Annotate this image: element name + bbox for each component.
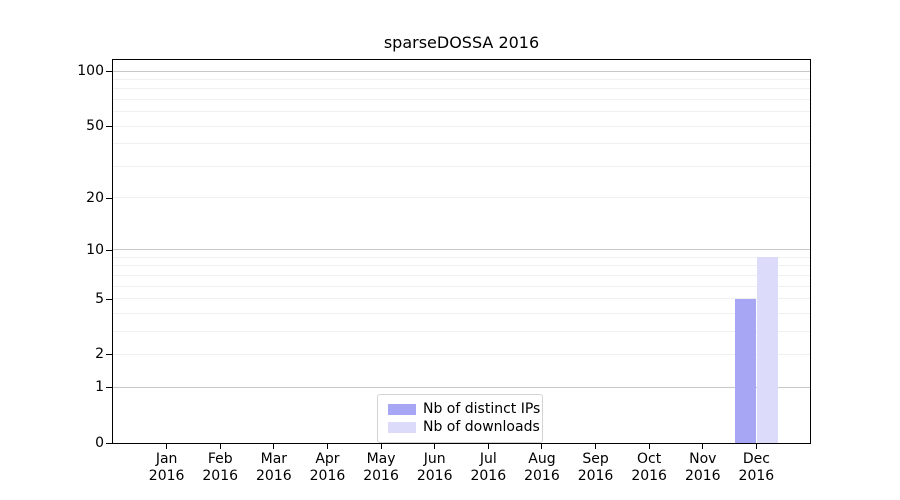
x-tick-mark	[702, 444, 704, 449]
x-tick-label: Jan 2016	[148, 451, 185, 484]
y-tick-label: 0	[95, 435, 104, 451]
legend-label-downloads: Nb of downloads	[423, 419, 540, 435]
x-tick-mark	[434, 444, 436, 449]
plot-inner	[113, 60, 810, 443]
gridline-minor	[113, 197, 810, 199]
x-tick-mark	[219, 444, 221, 449]
x-tick-mark	[273, 444, 275, 449]
chart-title: sparseDOSSA 2016	[383, 33, 540, 52]
plot-area	[112, 59, 811, 444]
y-tick-mark	[106, 298, 112, 300]
x-tick-label: Sep 2016	[577, 451, 614, 484]
gridline-minor	[113, 88, 810, 90]
x-tick-mark	[648, 444, 650, 449]
y-tick-label: 20	[86, 189, 104, 206]
bar-dec-s0	[734, 298, 756, 443]
x-tick-label: Mar 2016	[256, 451, 292, 484]
y-tick-label: 2	[95, 346, 104, 363]
x-tick-label: Nov 2016	[684, 451, 721, 484]
legend-swatch-distinct-ips	[388, 404, 416, 415]
x-tick-mark	[380, 444, 382, 449]
y-tick-mark	[106, 197, 112, 199]
y-tick-mark	[106, 354, 112, 356]
y-tick-mark	[106, 71, 112, 73]
y-tick-mark	[106, 443, 112, 444]
gridline-minor	[113, 312, 810, 314]
gridline-minor	[113, 265, 810, 267]
gridline-major	[113, 386, 810, 388]
x-tick-label: May 2016	[363, 451, 399, 484]
legend: Nb of distinct IPs Nb of downloads	[377, 394, 543, 443]
legend-swatch-downloads	[388, 422, 416, 433]
x-tick-mark	[166, 444, 168, 449]
x-tick-label: Jul 2016	[470, 451, 507, 484]
gridline-minor	[113, 165, 810, 167]
gridline-minor	[113, 111, 810, 113]
bar-dec-s1	[756, 257, 778, 443]
x-tick-label: Apr 2016	[309, 451, 346, 484]
x-tick-label: Feb 2016	[202, 451, 239, 484]
x-tick-mark	[595, 444, 597, 449]
gridline-minor	[113, 79, 810, 81]
x-tick-label: Jun 2016	[416, 451, 453, 484]
gridline-minor	[113, 274, 810, 276]
y-tick-label: 5	[95, 290, 104, 307]
legend-item-distinct-ips: Nb of distinct IPs	[388, 401, 540, 418]
gridline-minor	[113, 298, 810, 300]
gridline-major	[113, 249, 810, 251]
x-tick-label: Oct 2016	[631, 451, 667, 484]
y-tick-label: 50	[86, 118, 104, 135]
gridline-minor	[113, 143, 810, 145]
x-tick-mark	[541, 444, 543, 449]
gridline-minor	[113, 285, 810, 287]
x-tick-mark	[755, 444, 757, 449]
x-tick-label: Aug 2016	[524, 451, 560, 484]
y-tick-label: 10	[86, 241, 104, 258]
y-tick-mark	[106, 387, 112, 389]
legend-label-distinct-ips: Nb of distinct IPs	[423, 401, 541, 417]
gridline-minor	[113, 99, 810, 101]
gridline-minor	[113, 256, 810, 258]
gridline-major	[113, 70, 810, 72]
legend-item-downloads: Nb of downloads	[388, 419, 540, 436]
x-tick-mark	[487, 444, 489, 449]
y-tick-mark	[106, 249, 112, 251]
x-tick-mark	[326, 444, 328, 449]
gridline-minor	[113, 125, 810, 127]
y-tick-label: 100	[77, 63, 104, 80]
y-tick-mark	[106, 126, 112, 128]
x-tick-label: Dec 2016	[738, 451, 775, 484]
gridline-minor	[113, 330, 810, 332]
gridline-minor	[113, 353, 810, 355]
y-tick-label: 1	[95, 379, 104, 396]
